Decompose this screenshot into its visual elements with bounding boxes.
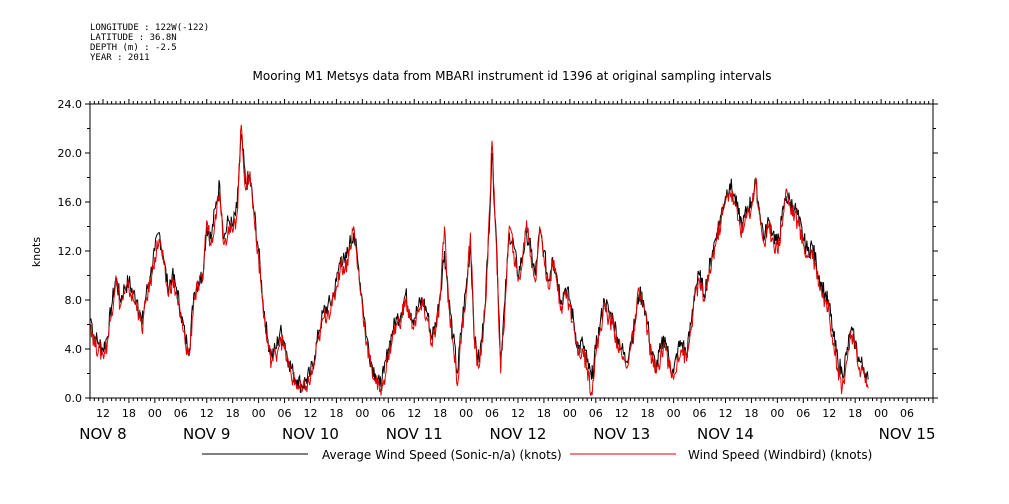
series-line-sonic [90,134,869,393]
x-tick-label: 12 [615,407,629,420]
x-tick-label: 06 [174,407,188,420]
x-tick-label: 00 [874,407,888,420]
x-tick-label: 18 [537,407,551,420]
series-line-windbird [90,124,869,396]
x-tick-label: 00 [563,407,577,420]
x-tick-label: 00 [667,407,681,420]
meta-latitude: LATITUDE : 36.8N [90,33,177,43]
x-day-label: NOV 15 [879,425,936,443]
series-layer [90,124,869,396]
metadata-block: LONGITUDE : 122W(-122) LATITUDE : 36.8N … [90,23,209,63]
x-tick-label: 12 [718,407,732,420]
x-day-label: NOV 12 [490,425,547,443]
x-day-label: NOV 9 [183,425,230,443]
x-tick-label: 06 [589,407,603,420]
x-tick-label: 18 [848,407,862,420]
x-day-label: NOV 10 [282,425,339,443]
x-tick-label: 00 [148,407,162,420]
y-tick-label: 8.0 [65,294,83,307]
x-tick-label: 06 [796,407,810,420]
x-tick-label: 00 [770,407,784,420]
x-tick-label: 00 [252,407,266,420]
legend: Average Wind Speed (Sonic-n/a) (knots) W… [202,448,872,462]
y-tick-label: 24.0 [58,98,83,111]
x-tick-label: 12 [407,407,421,420]
legend-label-windbird: Wind Speed (Windbird) (knots) [688,448,872,462]
y-axis-label: knots [30,237,43,267]
y-tick-label: 12.0 [58,245,83,258]
x-tick-label: 12 [303,407,317,420]
x-tick-label: 06 [381,407,395,420]
x-tick-label: 18 [641,407,655,420]
y-tick-label: 20.0 [58,147,83,160]
plot-frame [89,103,934,399]
chart-title: Mooring M1 Metsys data from MBARI instru… [253,69,772,83]
meta-depth: DEPTH (m) : -2.5 [90,43,177,53]
meta-longitude: LONGITUDE : 122W(-122) [90,23,209,33]
x-tick-label: 12 [200,407,214,420]
x-tick-label: 00 [355,407,369,420]
x-day-label: NOV 8 [79,425,126,443]
x-tick-label: 18 [329,407,343,420]
x-tick-label: 12 [511,407,525,420]
x-day-label: NOV 13 [593,425,650,443]
x-day-label: NOV 11 [386,425,443,443]
x-tick-label: 00 [459,407,473,420]
x-tick-label: 18 [122,407,136,420]
x-tick-label: 12 [822,407,836,420]
x-tick-label: 18 [433,407,447,420]
y-tick-label: 16.0 [58,196,83,209]
x-tick-label: 06 [278,407,292,420]
legend-label-sonic: Average Wind Speed (Sonic-n/a) (knots) [322,448,562,462]
x-tick-label: 06 [693,407,707,420]
meta-year: YEAR : 2011 [90,53,150,63]
x-tick-label: 12 [96,407,110,420]
y-tick-label: 0.0 [65,392,83,405]
x-tick-label: 18 [226,407,240,420]
y-tick-label: 4.0 [65,343,83,356]
x-day-label: NOV 14 [697,425,754,443]
x-tick-label: 06 [900,407,914,420]
x-tick-label: 18 [744,407,758,420]
x-tick-label: 06 [485,407,499,420]
